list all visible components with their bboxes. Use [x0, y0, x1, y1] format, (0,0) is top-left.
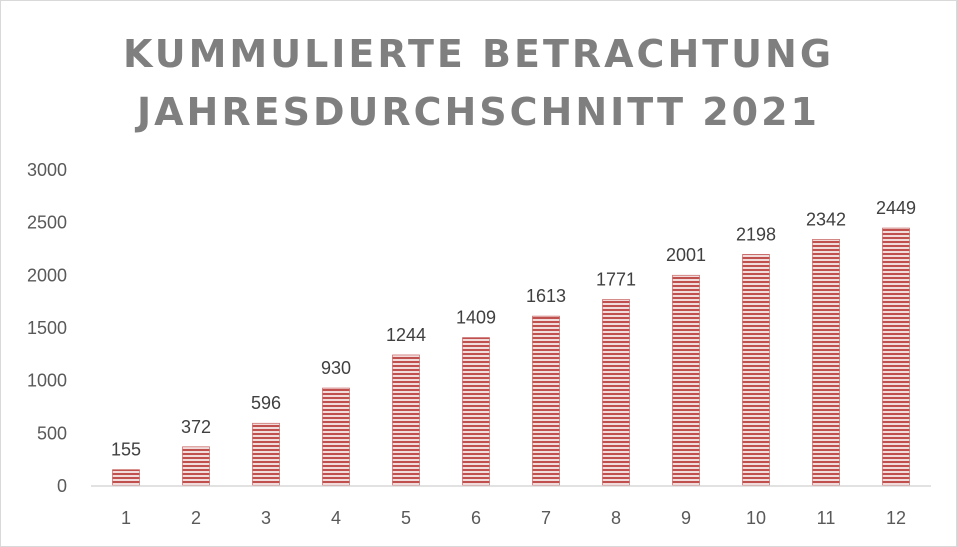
x-tick-label: 2: [191, 508, 201, 528]
chart-title-line-2: JAHRESDURCHSCHNITT 2021: [137, 90, 820, 134]
bar: [882, 227, 910, 487]
y-tick-label: 2000: [27, 265, 67, 285]
chart-title: KUMMULIERTE BETRACHTUNG JAHRESDURCHSCHNI…: [1, 25, 956, 141]
data-label: 596: [251, 393, 281, 413]
bar-series: [112, 227, 910, 487]
y-tick-label: 2500: [27, 213, 67, 233]
data-label: 2001: [666, 245, 706, 265]
x-tick-label: 3: [261, 508, 271, 528]
data-label: 155: [111, 440, 141, 460]
data-label: 1409: [456, 308, 496, 328]
y-tick-label: 0: [57, 476, 67, 496]
bar: [252, 422, 280, 487]
bar: [112, 469, 140, 487]
y-tick-label: 500: [37, 423, 67, 443]
bar: [392, 354, 420, 487]
data-label: 372: [181, 417, 211, 437]
data-label: 1244: [386, 325, 426, 345]
bar: [742, 254, 770, 487]
y-tick-label: 3000: [27, 160, 67, 180]
x-tick-label: 9: [681, 508, 691, 528]
x-tick-label: 4: [331, 508, 341, 528]
bar: [532, 315, 560, 487]
x-tick-label: 7: [541, 508, 551, 528]
bar: [672, 274, 700, 487]
x-tick-label: 5: [401, 508, 411, 528]
data-label: 2198: [736, 224, 776, 244]
x-tick-label: 10: [746, 508, 766, 528]
chart-title-line-1: KUMMULIERTE BETRACHTUNG: [122, 32, 835, 76]
data-label: 1771: [596, 269, 636, 289]
x-tick-label: 1: [121, 508, 131, 528]
x-tick-label: 8: [611, 508, 621, 528]
y-tick-label: 1000: [27, 371, 67, 391]
bar: [812, 239, 840, 487]
data-label: 2449: [876, 198, 916, 218]
x-tick-label: 12: [886, 508, 906, 528]
bar: [462, 337, 490, 487]
data-labels: 155 372 596 930 1244 1409 1613 1771 2001 2198 2342…: [111, 198, 916, 460]
bar: [322, 387, 350, 487]
data-label: 2342: [806, 209, 846, 229]
bar: [182, 446, 210, 487]
x-axis-ticks: 1 2 3 4 5 6 7 8 9 10 11 12: [121, 508, 906, 528]
bar: [602, 299, 630, 487]
x-tick-label: 11: [817, 508, 836, 528]
data-label: 930: [321, 358, 351, 378]
y-tick-label: 1500: [27, 318, 67, 338]
x-tick-label: 6: [471, 508, 481, 528]
y-axis-ticks: 0 500 1000 1500 2000 2500 3000: [27, 160, 67, 496]
data-label: 1613: [526, 286, 566, 306]
